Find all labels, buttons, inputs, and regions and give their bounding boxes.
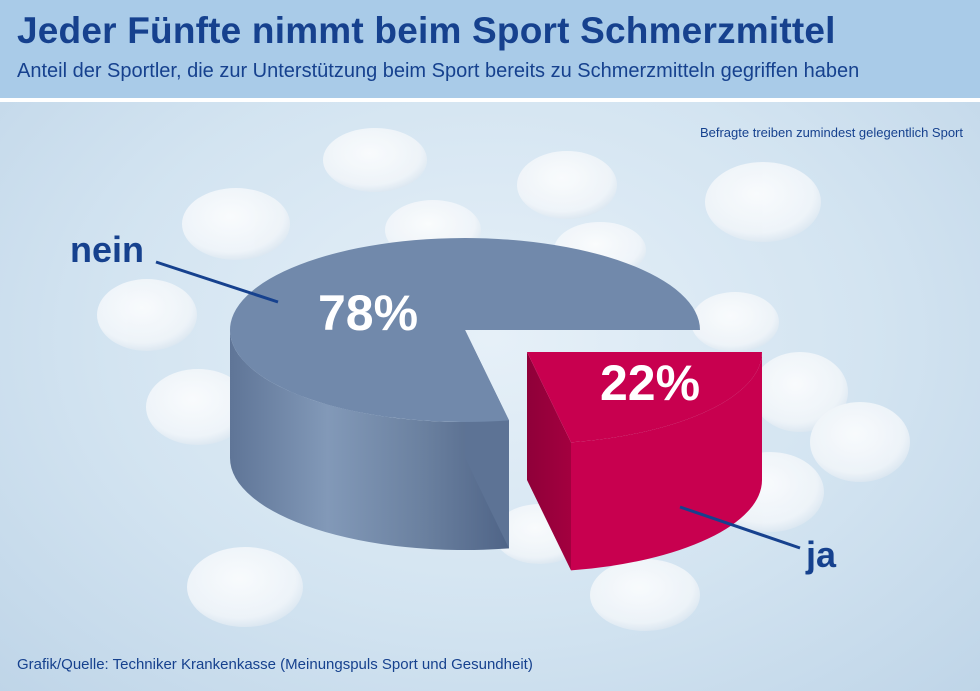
chart-subtitle: Anteil der Sportler, die zur Unterstützu… <box>17 60 860 82</box>
category-label-ja: ja <box>805 534 837 575</box>
pills-background <box>0 102 980 691</box>
chart-title: Jeder Fünfte nimmt beim Sport Schmerzmit… <box>17 10 836 51</box>
pie-slices <box>230 238 763 571</box>
source-credit: Grafik/Quelle: Techniker Krankenkasse (M… <box>17 656 533 673</box>
leader-line-nein <box>155 260 279 304</box>
category-label-nein: nein <box>70 229 144 270</box>
slice-nein <box>230 238 700 423</box>
slice-ja <box>527 352 762 443</box>
value-label-nein: 78% <box>318 285 418 341</box>
pie-labels: 78% 22% nein ja <box>70 229 837 575</box>
slice-ja-cut <box>527 352 571 571</box>
survey-note: Befragte treiben zumindest gelegentlich … <box>699 125 963 140</box>
header-divider <box>0 98 980 102</box>
header-bar <box>0 0 980 98</box>
leader-line-ja <box>679 505 801 550</box>
slice-nein-side <box>230 330 509 551</box>
slice-ja-side <box>571 352 763 571</box>
value-label-ja: 22% <box>600 355 700 411</box>
